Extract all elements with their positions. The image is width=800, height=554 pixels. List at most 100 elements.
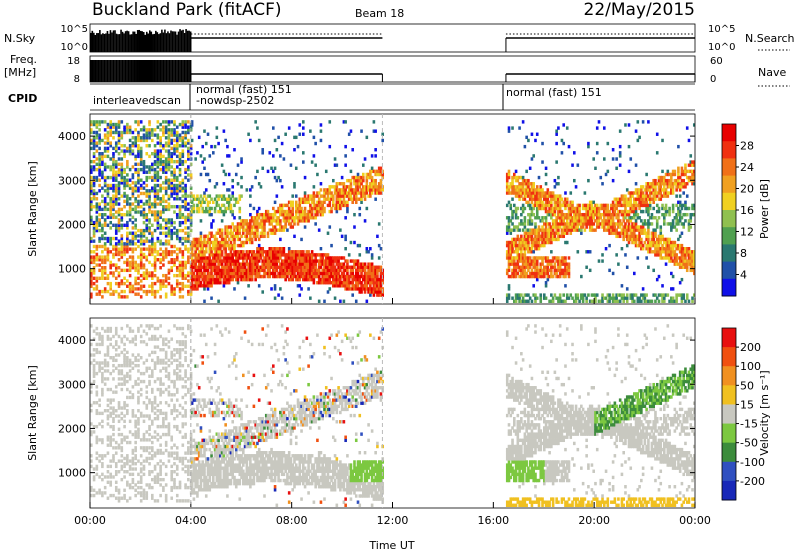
power-cell: [550, 274, 553, 279]
power-cell: [615, 200, 618, 205]
power-cell: [139, 199, 143, 204]
power-cell: [128, 266, 132, 270]
power-cell: [181, 284, 185, 288]
power-cell: [298, 132, 302, 136]
power-cell: [256, 209, 259, 214]
power-cell: [305, 274, 309, 279]
power-cell: [284, 209, 287, 214]
power-cell: [238, 256, 242, 260]
power-cell: [92, 189, 96, 193]
nsky-bar: [158, 34, 160, 52]
freq-bar: [180, 60, 183, 82]
power-cell: [527, 194, 530, 198]
nsky-bar: [162, 32, 165, 52]
freq-bar: [176, 60, 178, 82]
power-cell: [634, 191, 638, 195]
power-cell: [374, 284, 377, 288]
power-cell: [261, 259, 265, 263]
power-cell: [528, 216, 532, 220]
power-cell: [588, 206, 592, 211]
power-cell: [525, 247, 528, 251]
power-cell: [562, 268, 566, 273]
power-cell: [187, 231, 190, 235]
power-cell: [302, 212, 305, 217]
power-cell: [326, 194, 330, 198]
power-cell: [212, 219, 215, 223]
power-cell: [199, 250, 203, 254]
power-cell: [328, 287, 332, 291]
power-cell: [126, 242, 129, 246]
power-cell: [224, 243, 227, 248]
power-cell: [307, 256, 310, 260]
power-cell: [535, 265, 539, 269]
power-cell: [264, 253, 268, 257]
power-cell: [204, 206, 208, 211]
power-cell: [514, 178, 518, 183]
power-cell: [314, 163, 317, 167]
power-cell: [162, 130, 165, 135]
power-cell: [369, 284, 372, 288]
freq-bar: [109, 60, 112, 82]
power-cell: [194, 247, 197, 251]
power-cell: [231, 234, 235, 239]
power-cell: [286, 212, 289, 217]
power-cell: [159, 223, 162, 227]
power-cell: [587, 212, 590, 217]
nsky-bar: [133, 31, 136, 52]
power-cell: [550, 293, 553, 297]
power-cell: [159, 252, 162, 257]
power-cell: [360, 290, 363, 294]
power-cell: [293, 250, 296, 254]
power-cell: [175, 258, 179, 262]
power-cell: [123, 170, 126, 174]
power-cell: [173, 146, 176, 151]
power-cell: [224, 138, 227, 143]
power-cell: [349, 185, 353, 189]
power-cell: [555, 129, 558, 133]
power-cell: [181, 189, 185, 193]
power-cell: [624, 212, 627, 217]
power-cell: [226, 274, 229, 279]
power-cell: [553, 209, 557, 214]
power-cell: [238, 197, 242, 201]
power-cell: [159, 122, 162, 127]
power-cell: [162, 242, 165, 246]
power-cell: [103, 266, 107, 270]
power-cell: [289, 222, 293, 226]
power-cell: [134, 260, 137, 265]
power-cell: [159, 162, 162, 167]
power-cell: [134, 279, 137, 283]
power-cell: [629, 191, 633, 195]
power-cell: [95, 279, 99, 283]
power-cell: [340, 262, 344, 266]
power-cell: [206, 268, 210, 273]
power-cell: [256, 262, 259, 266]
power-cell: [376, 293, 379, 297]
power-cell: [167, 276, 171, 281]
freq-bar: [167, 60, 169, 82]
power-cell: [627, 169, 631, 174]
power-cell: [231, 222, 235, 226]
power-cell: [206, 256, 210, 260]
power-cell: [319, 253, 323, 257]
power-cell: [631, 225, 634, 229]
power-cell: [534, 271, 537, 276]
power-cell: [101, 186, 104, 190]
power-cell: [277, 274, 280, 279]
power-cell: [333, 157, 337, 161]
power-cell: [611, 225, 615, 229]
power-cell: [546, 262, 550, 266]
power-cell: [164, 239, 168, 243]
power-cell: [307, 194, 310, 198]
power-cell: [217, 203, 220, 208]
power-cell: [551, 194, 555, 198]
power-cell: [233, 268, 236, 273]
power-cell: [95, 167, 99, 172]
power-cell: [128, 197, 132, 201]
power-cell: [112, 154, 115, 159]
power-cell: [90, 255, 93, 259]
power-cell: [548, 191, 551, 195]
power-cell: [333, 259, 337, 263]
power-cell: [551, 209, 555, 214]
power-cell: [330, 209, 333, 214]
